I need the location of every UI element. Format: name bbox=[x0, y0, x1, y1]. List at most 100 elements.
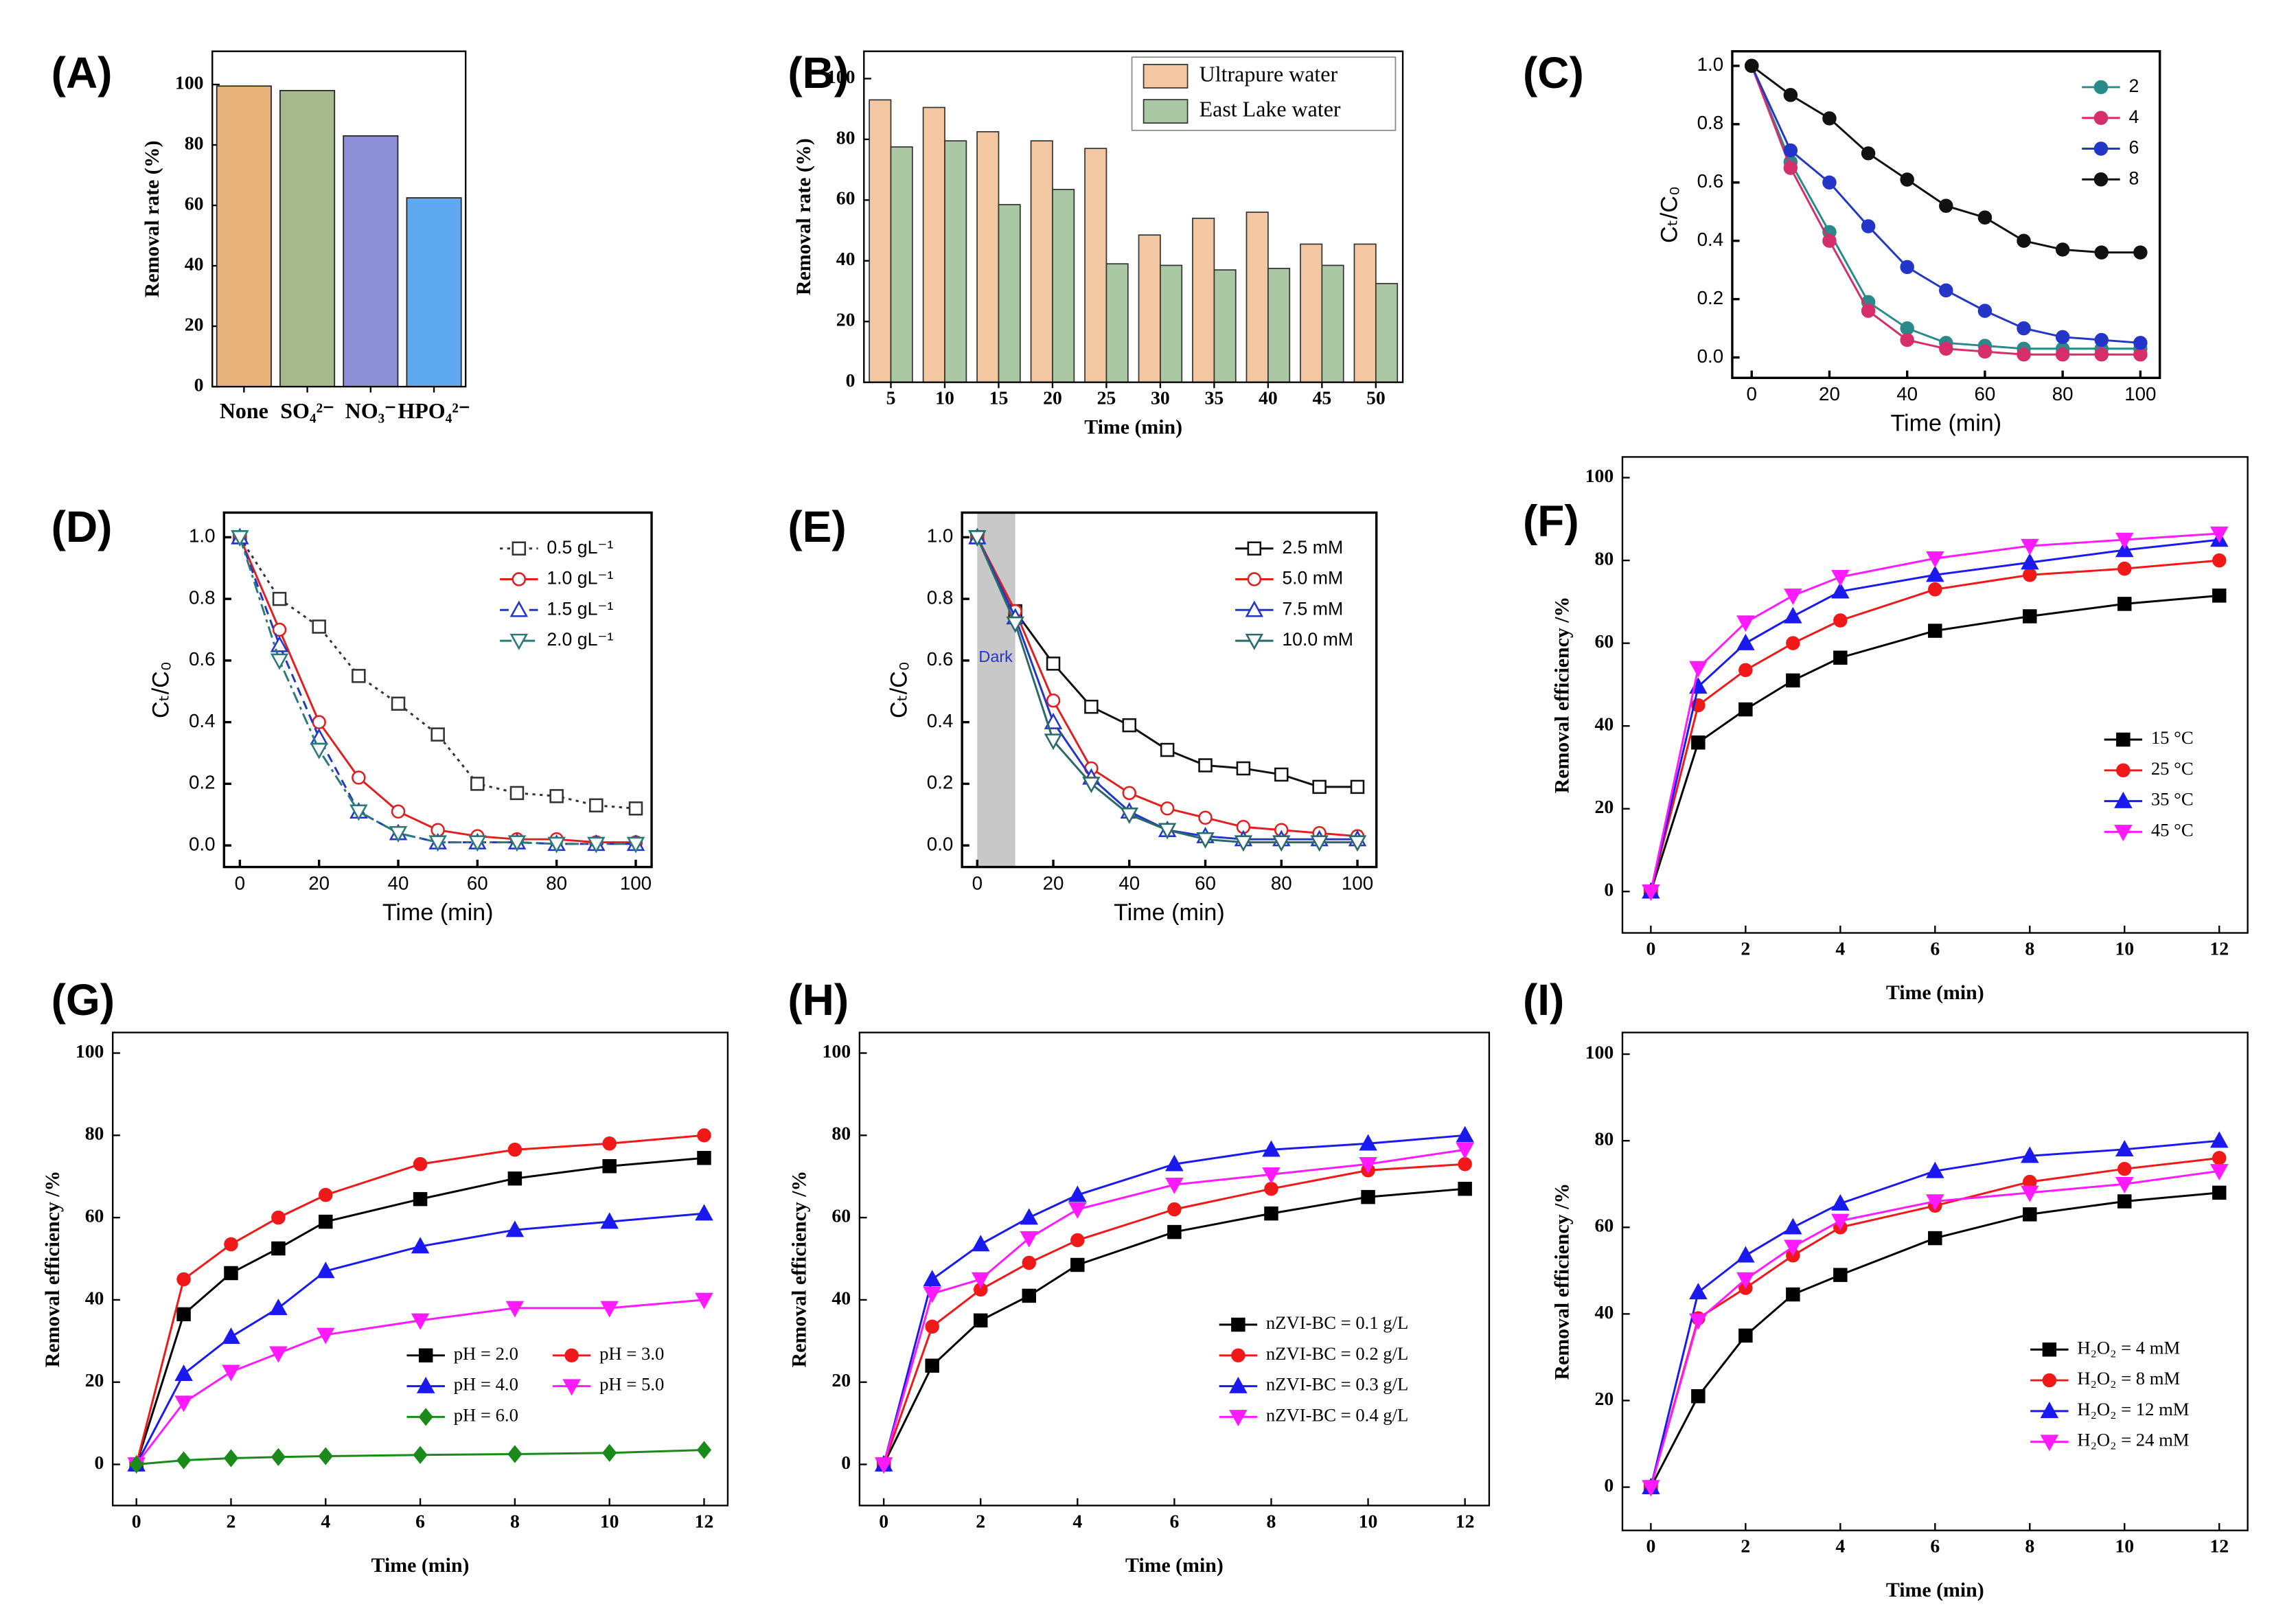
marker bbox=[1231, 1348, 1245, 1363]
marker bbox=[1642, 884, 1660, 902]
y-tick-label: 1.0 bbox=[1697, 54, 1724, 75]
marker bbox=[271, 1241, 286, 1256]
marker bbox=[1736, 615, 1755, 632]
marker bbox=[925, 1358, 939, 1373]
marker bbox=[1229, 1410, 1248, 1427]
bar bbox=[1375, 283, 1399, 383]
marker bbox=[1247, 572, 1262, 586]
marker bbox=[231, 530, 249, 547]
x-tick-label: 8 bbox=[1267, 1510, 1276, 1531]
y-tick-label: 20 bbox=[85, 1369, 104, 1391]
bar bbox=[1300, 243, 1323, 383]
marker bbox=[1361, 1189, 1375, 1204]
marker bbox=[547, 836, 566, 854]
marker bbox=[2023, 567, 2037, 582]
bar bbox=[869, 99, 892, 383]
x-tick-label: 10 bbox=[935, 387, 954, 409]
marker bbox=[1196, 832, 1215, 849]
plot-frame bbox=[1621, 1031, 2249, 1531]
x-tick-label: 15 bbox=[989, 387, 1009, 409]
marker bbox=[507, 835, 527, 852]
plot-frame bbox=[222, 511, 653, 869]
marker bbox=[270, 653, 289, 670]
marker bbox=[1926, 551, 1944, 568]
x-tick-label: 12 bbox=[1456, 1510, 1475, 1531]
marker bbox=[1738, 702, 1753, 717]
marker bbox=[317, 1327, 335, 1345]
marker bbox=[1167, 1202, 1182, 1217]
marker bbox=[1160, 801, 1175, 816]
x-tick-label: 50 bbox=[1366, 387, 1386, 409]
series-line bbox=[1649, 559, 2220, 892]
y-tick-label: 80 bbox=[831, 1123, 851, 1144]
marker bbox=[1900, 172, 1914, 187]
series-line bbox=[239, 536, 636, 810]
y-tick-label: 0.4 bbox=[1697, 229, 1724, 250]
marker bbox=[697, 1128, 711, 1143]
marker bbox=[352, 669, 366, 683]
marker bbox=[1783, 88, 1798, 102]
x-tick-label: 12 bbox=[695, 1510, 714, 1531]
marker bbox=[270, 635, 289, 652]
marker bbox=[1783, 143, 1798, 158]
marker bbox=[1786, 636, 1800, 650]
bar bbox=[279, 90, 336, 387]
legend-label: H₂O₂ = 12 mM bbox=[2077, 1399, 2189, 1419]
marker bbox=[2212, 1151, 2227, 1165]
bar bbox=[976, 131, 1000, 383]
plot-frame bbox=[961, 511, 1378, 869]
marker bbox=[272, 591, 287, 606]
y-tick-label: 20 bbox=[1594, 1388, 1614, 1409]
legend-label: nZVI-BC = 0.2 g/L bbox=[1266, 1343, 1408, 1364]
x-tick-label: 40 bbox=[1118, 872, 1140, 893]
x-tick-label: 60 bbox=[467, 872, 488, 893]
marker bbox=[2133, 347, 2148, 362]
marker bbox=[2133, 245, 2148, 260]
marker bbox=[1689, 661, 1708, 678]
marker bbox=[1977, 210, 1993, 225]
marker bbox=[1736, 1246, 1755, 1263]
x-tick-label: SO₄²⁻ bbox=[280, 399, 334, 423]
marker bbox=[2117, 1194, 2132, 1209]
marker bbox=[1786, 673, 1800, 688]
plot-frame bbox=[211, 50, 467, 388]
marker bbox=[1006, 616, 1024, 633]
marker bbox=[1784, 606, 1802, 624]
y-tick-label: 0 bbox=[1604, 879, 1614, 900]
y-tick-label: 60 bbox=[1594, 1215, 1614, 1236]
x-tick-label: 20 bbox=[1819, 383, 1840, 404]
y-tick-label: 60 bbox=[185, 192, 204, 214]
marker bbox=[602, 1136, 617, 1151]
marker bbox=[319, 1214, 333, 1229]
marker bbox=[1939, 198, 1953, 213]
x-tick-label: 8 bbox=[510, 1510, 520, 1531]
legend-label: 7.5 mM bbox=[1282, 598, 1343, 619]
marker bbox=[1264, 1206, 1278, 1221]
marker bbox=[1738, 663, 1753, 678]
marker bbox=[1928, 582, 1942, 597]
bar bbox=[1138, 234, 1161, 383]
marker bbox=[2133, 336, 2148, 350]
x-tick-label: 45 bbox=[1312, 387, 1331, 409]
panel-label: (F) bbox=[1523, 496, 1579, 545]
y-tick-label: 0.6 bbox=[189, 648, 216, 670]
marker bbox=[1900, 260, 1914, 275]
marker bbox=[1926, 565, 1944, 582]
legend-label: 5.0 mM bbox=[1282, 568, 1343, 589]
marker bbox=[1020, 1208, 1039, 1225]
y-axis-title: Removal rate (%) bbox=[792, 138, 815, 295]
marker bbox=[1822, 233, 1837, 248]
marker bbox=[174, 1395, 193, 1413]
y-tick-label: 0.2 bbox=[927, 772, 954, 793]
marker bbox=[1689, 1283, 1708, 1300]
y-tick-label: 80 bbox=[1594, 547, 1614, 569]
marker bbox=[1831, 582, 1850, 599]
bar bbox=[1321, 264, 1344, 383]
marker bbox=[562, 1379, 581, 1396]
x-tick-label: 35 bbox=[1205, 387, 1224, 409]
marker bbox=[1689, 1313, 1708, 1330]
marker bbox=[923, 1286, 941, 1303]
